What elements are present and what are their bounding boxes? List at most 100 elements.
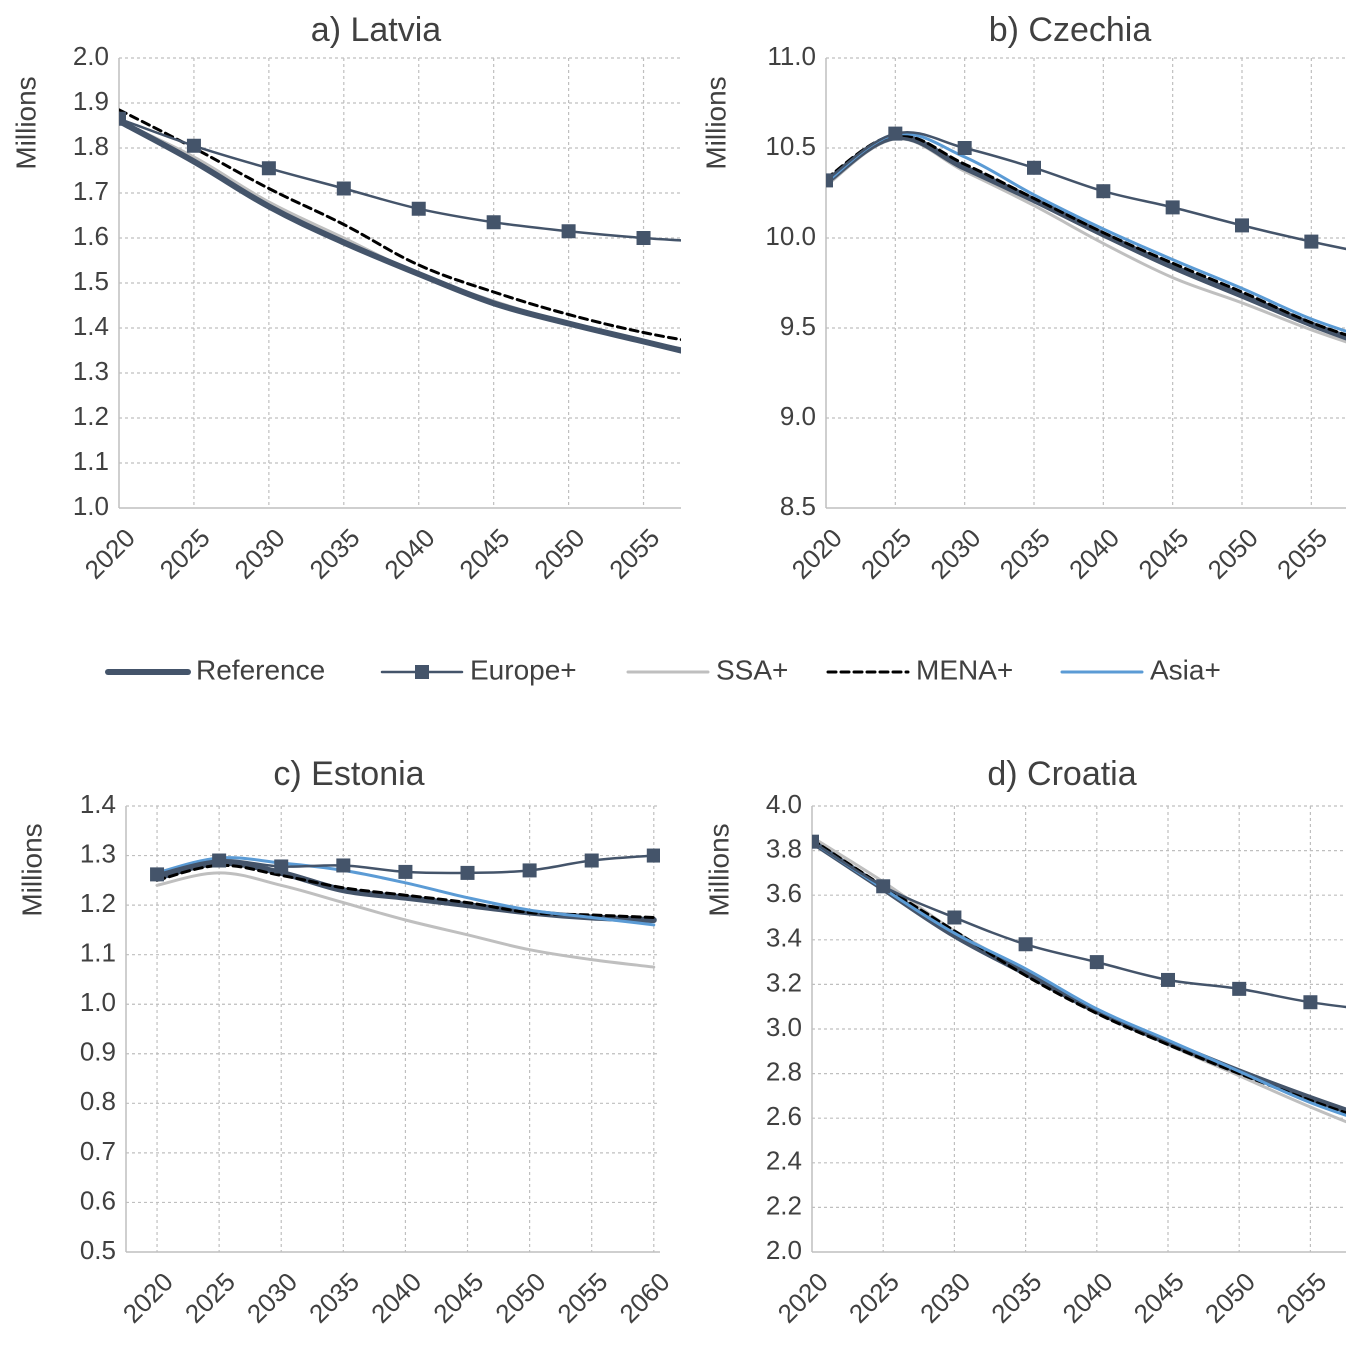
series-group (150, 848, 660, 969)
x-tick-label: 2050 (528, 523, 590, 585)
series-group (119, 108, 725, 354)
x-tick-label: 2030 (241, 1267, 303, 1329)
data-point-europe (336, 858, 351, 873)
data-point-europe (1089, 955, 1104, 970)
series-line-asia (812, 840, 1346, 1117)
x-tick-label: 2045 (427, 1267, 489, 1329)
panel-latvia: a) Latvia Millions 1.0 1.1 1.2 1.3 1.4 1.5 1.6 1.… (10, 11, 725, 585)
y-tick-label: 0.6 (80, 1185, 116, 1215)
y-tick-label: 1.0 (80, 987, 116, 1017)
legend-item-ssa: SSA+ (626, 654, 788, 685)
y-tick-label: 3.2 (766, 967, 802, 997)
data-point-europe (812, 834, 819, 849)
series-line-ssa (155, 871, 656, 969)
y-tick-label: 0.9 (80, 1037, 116, 1067)
legend-label-asia: Asia+ (1150, 654, 1221, 685)
x-tick-label: 2050 (1199, 1267, 1261, 1329)
x-tick-label: 2030 (914, 1267, 976, 1329)
legend-item-mena: MENA+ (826, 654, 1013, 685)
y-tick-label: 1.6 (73, 221, 109, 251)
x-tick-label: 2040 (1057, 1267, 1119, 1329)
x-tick-label: 2055 (603, 523, 665, 585)
y-tick-label: 1.1 (80, 938, 116, 968)
data-point-europe (711, 236, 725, 250)
legend-label-mena: MENA+ (916, 654, 1013, 685)
x-tick-label: 2055 (551, 1267, 613, 1329)
series-line-mena (119, 108, 681, 342)
series-line-reference (119, 118, 681, 354)
legend-item-europe: Europe+ (380, 654, 577, 685)
series-line-mena (826, 133, 1346, 337)
y-tick-label: 0.5 (80, 1235, 116, 1265)
y-axis-label: Millions (703, 823, 734, 916)
y-tick-label: 1.4 (80, 789, 116, 819)
y-tick-label: 0.8 (80, 1086, 116, 1116)
data-point-europe (119, 111, 126, 126)
x-tick-label: 2020 (772, 1267, 834, 1329)
x-tick-label: 2045 (1132, 523, 1194, 585)
y-tick-label: 1.5 (73, 266, 109, 296)
x-tick-label: 2020 (117, 1267, 179, 1329)
data-point-europe (1018, 937, 1033, 952)
legend-label-reference: Reference (196, 654, 325, 685)
x-tick-label: 2045 (453, 523, 515, 585)
x-tick-label: 2055 (1271, 523, 1333, 585)
legend-marker-europe (415, 665, 429, 679)
y-axis-label: Millions (700, 76, 731, 169)
y-tick-label: 1.3 (73, 356, 109, 386)
data-point-europe (261, 161, 276, 176)
x-tick-label: 2055 (1270, 1267, 1332, 1329)
series-line-ssa (826, 137, 1346, 344)
legend-label-europe: Europe+ (470, 654, 577, 685)
data-point-europe (1027, 160, 1041, 175)
series-line-reference (812, 838, 1346, 1114)
data-point-europe (1235, 218, 1249, 233)
y-tick-label: 3.4 (766, 923, 802, 953)
x-tick-label: 2035 (994, 523, 1056, 585)
series-line-europe (812, 840, 1346, 1009)
data-point-europe (522, 863, 537, 878)
legend-label-ssa: SSA+ (716, 654, 788, 685)
legend: Reference Europe+ SSA+ MENA+ Asia+ (105, 654, 1221, 685)
x-tick-label: 2035 (985, 1267, 1047, 1329)
panel-czechia: b) Czechia Millions 8.5 9.0 9.5 10.0 10.5 11.0 2… (700, 11, 1346, 585)
data-point-europe (274, 859, 289, 874)
y-tick-label: 1.3 (80, 838, 116, 868)
data-point-europe (888, 126, 903, 141)
series-line-asia (826, 132, 1346, 333)
chart-title: b) Czechia (989, 11, 1152, 49)
x-tick-label: 2040 (365, 1267, 427, 1329)
y-tick-label: 0.7 (80, 1136, 116, 1166)
data-point-europe (561, 224, 576, 239)
data-point-europe (486, 215, 501, 230)
x-tick-label: 2040 (1063, 523, 1125, 585)
y-axis-label: Millions (16, 823, 47, 916)
y-tick-label: 2.6 (766, 1101, 802, 1131)
y-tick-label: 2.0 (766, 1235, 802, 1265)
y-tick-label: 1.0 (73, 491, 109, 521)
series-line-reference (826, 134, 1346, 341)
data-point-europe (212, 853, 227, 868)
x-tick-label: 2035 (304, 523, 366, 585)
series-line-asia (155, 856, 656, 927)
y-tick-label: 1.2 (73, 401, 109, 431)
x-tick-label: 2025 (154, 523, 216, 585)
x-tick-label: 2025 (843, 1267, 905, 1329)
chart-title: d) Croatia (987, 755, 1136, 793)
y-tick-label: 10.5 (765, 131, 816, 161)
x-tick-label: 2030 (924, 523, 986, 585)
series-group (826, 126, 1346, 344)
data-point-europe (460, 865, 475, 880)
data-point-europe (150, 867, 165, 882)
x-tick-label: 2025 (179, 1267, 241, 1329)
data-point-europe (1096, 184, 1111, 199)
data-point-europe (584, 853, 599, 868)
data-point-europe (186, 138, 201, 153)
y-tick-label: 1.4 (73, 311, 109, 341)
y-tick-label: 3.6 (766, 878, 802, 908)
y-tick-label: 9.5 (780, 311, 816, 341)
y-tick-label: 8.5 (780, 491, 816, 521)
data-point-europe (1304, 234, 1319, 249)
y-axis-label: Millions (10, 76, 41, 169)
data-point-europe (636, 231, 651, 245)
